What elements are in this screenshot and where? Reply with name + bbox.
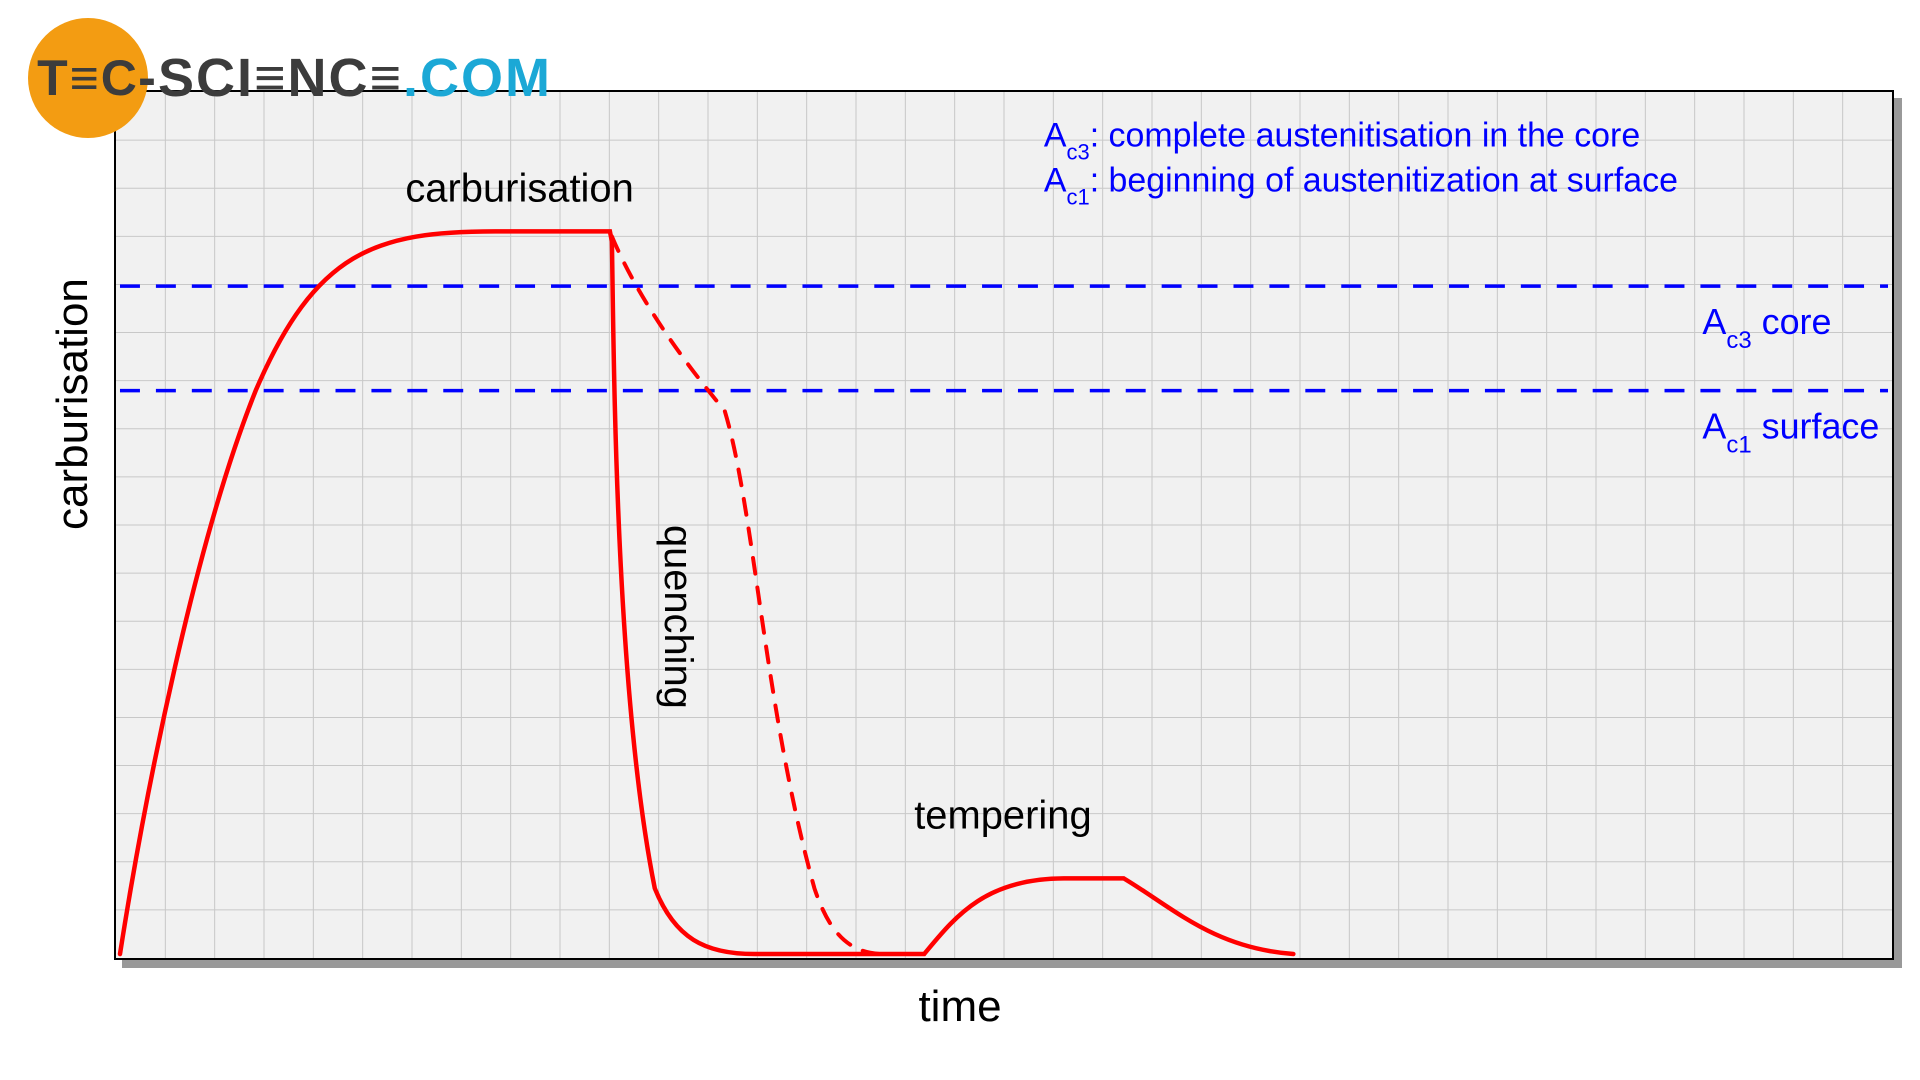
temperature-curve-solid bbox=[120, 231, 1293, 954]
svg-text:Ac3 core: Ac3 core bbox=[1702, 302, 1831, 353]
logo-text-part3: .COM bbox=[403, 48, 552, 108]
chart-legend-line: Ac1: beginning of austenitization at sur… bbox=[1044, 162, 1678, 209]
curves bbox=[120, 231, 1293, 954]
plot-area: Ac3 core Ac1 surface carburisation quenchi… bbox=[114, 90, 1894, 960]
temperature-curve-dashed bbox=[612, 236, 884, 954]
logo-circle-icon: T≡C bbox=[28, 18, 148, 138]
plot-svg: Ac3 core Ac1 surface carburisation quenchi… bbox=[116, 92, 1892, 958]
logo-text-part2: -SCI≡NC≡ bbox=[138, 48, 403, 108]
chart-annotation: carburisation bbox=[405, 167, 633, 211]
chart-annotation: tempering bbox=[914, 794, 1091, 838]
logo-text-rest: -SCI≡NC≡.COM bbox=[138, 47, 552, 109]
chart-container: Ac3 core Ac1 surface carburisation quenchi… bbox=[114, 90, 1894, 960]
chart-legend-line: Ac3: complete austenitisation in the cor… bbox=[1044, 117, 1640, 164]
svg-text:Ac1 surface: Ac1 surface bbox=[1702, 406, 1879, 457]
chart-annotation: quenching bbox=[656, 525, 700, 709]
logo-text-part1: T≡C bbox=[37, 49, 139, 107]
x-axis-label: time bbox=[918, 982, 1001, 1032]
y-axis-label: carburisation bbox=[48, 278, 98, 530]
